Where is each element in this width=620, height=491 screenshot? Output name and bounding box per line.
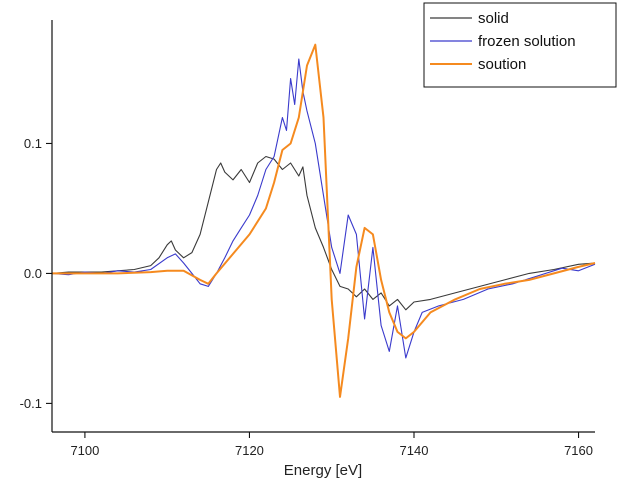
legend-box	[423, 2, 617, 88]
series-line-0	[51, 155, 596, 311]
series-line-1	[51, 58, 596, 359]
x-tick-label-7100: 7100	[70, 443, 99, 458]
axis-ticks: 7100 7120 7140 7160 -0.1 0.0 0.1	[20, 136, 593, 458]
y-tick-label--0.1: -0.1	[20, 396, 42, 411]
legend-label-1: frozen solution	[478, 33, 576, 50]
x-axis-title: Energy [eV]	[284, 462, 362, 479]
x-tick-label-7160: 7160	[564, 443, 593, 458]
series-line-2	[52, 43, 596, 398]
plot-area	[51, 43, 596, 398]
legend-label-2: soution	[478, 56, 526, 73]
x-tick-label-7120: 7120	[235, 443, 264, 458]
legend: solid frozen solution soution	[423, 2, 617, 88]
y-tick-label-0.0: 0.0	[24, 266, 42, 281]
y-tick-label-0.1: 0.1	[24, 136, 42, 151]
x-tick-label-7140: 7140	[400, 443, 429, 458]
legend-label-0: solid	[478, 10, 509, 27]
